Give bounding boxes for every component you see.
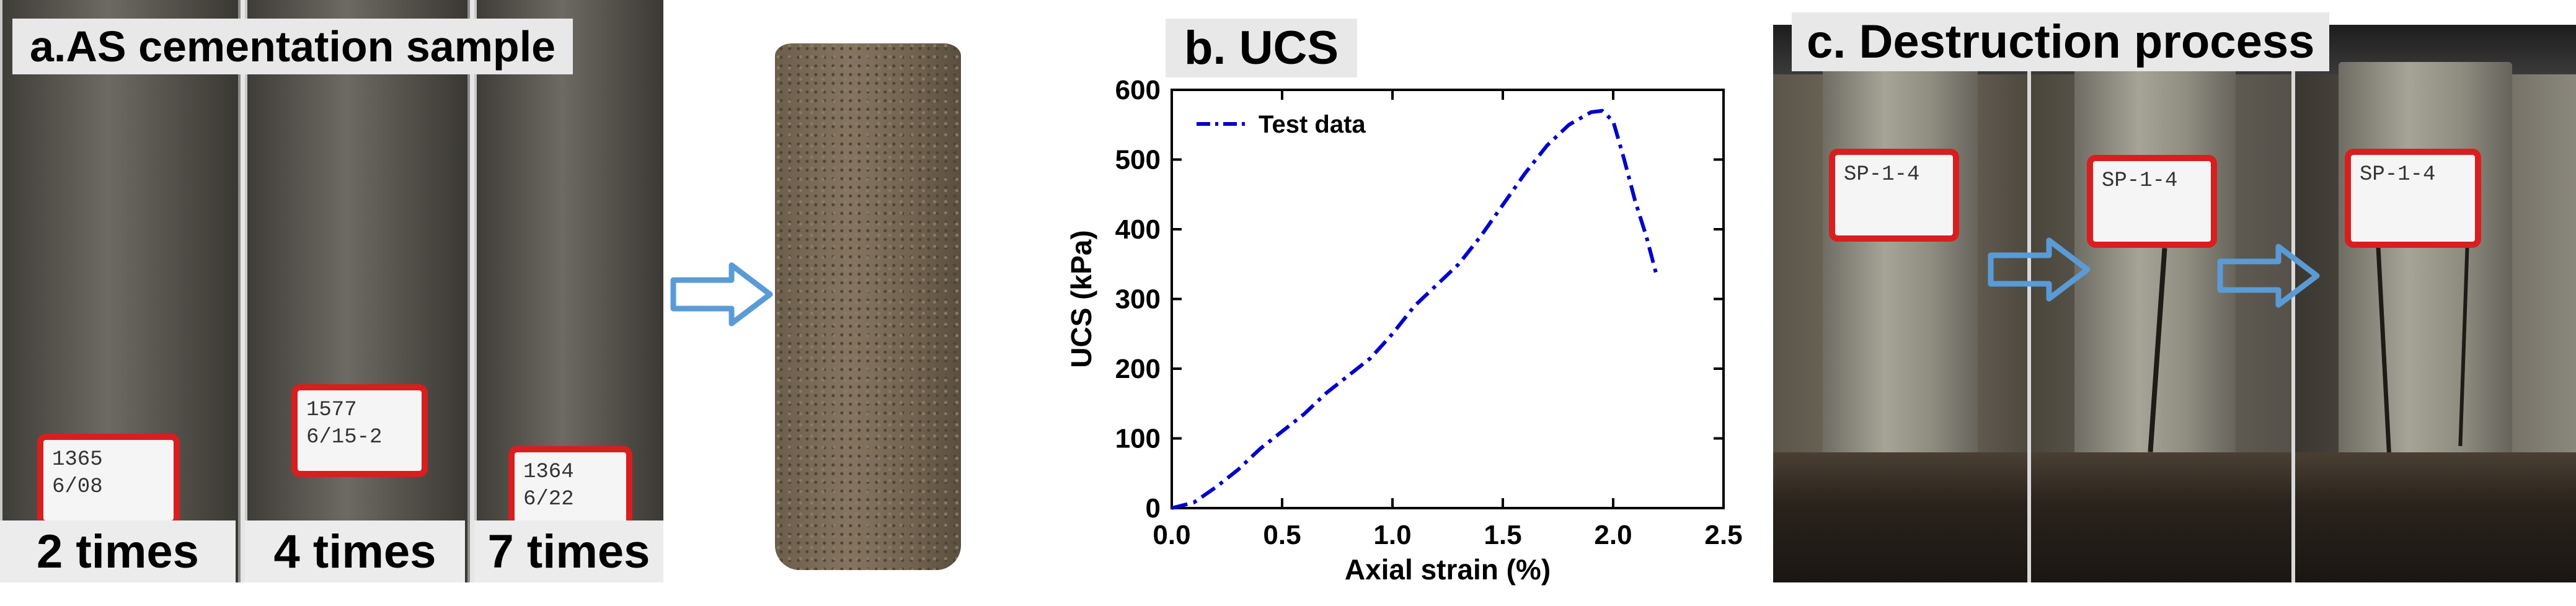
caption-4-times: 4 times [245, 520, 465, 582]
tube-label-text: 6/22 [523, 488, 574, 512]
arrow-right-icon [2217, 244, 2320, 308]
ucs-chart: 0.0 0.5 1.0 1.5 2.0 2.5 0 100 200 300 400 500 600 Axi… [1065, 75, 1743, 586]
y-tick-label: 300 [1115, 284, 1161, 315]
x-tick-label: 2.5 [1704, 520, 1742, 550]
panel-c-title: c. Destruction process [1792, 12, 2330, 71]
tube-label-text: 1577 [306, 398, 357, 422]
panel-b-title: b. UCS [1166, 19, 1358, 77]
y-tick-label: 100 [1115, 424, 1161, 454]
y-tick-label: 600 [1115, 75, 1161, 105]
series-line-test-data [1171, 108, 1660, 510]
y-tick-label: 200 [1115, 354, 1161, 384]
panel-b: b. UCS 0.0 0.5 1.0 1.5 2.0 2.5 0 100 200 300 400 50… [1042, 0, 1748, 606]
plot-frame [1171, 89, 1725, 509]
sample-tube-4-times [245, 0, 470, 582]
panel-a-title: a.AS cementation sample [12, 19, 573, 74]
y-tick-label: 0 [1146, 493, 1161, 524]
tube-label-4-times: 1577 6/15-2 [291, 384, 428, 477]
tubes-photo: 1365 6/08 1577 6/15-2 1364 6/22 2 times … [0, 0, 663, 582]
y-axis-label: UCS (kPa) [1065, 230, 1097, 367]
arrow-right-icon [670, 262, 773, 327]
y-tick-label: 400 [1115, 214, 1161, 245]
legend-entry: Test data [1259, 111, 1366, 138]
specimen-label: SP-1-4 [2087, 155, 2217, 248]
arrow-right-icon [1988, 237, 2091, 302]
tube-label-text: 1364 [523, 460, 574, 484]
extracted-core-sample [775, 43, 961, 570]
caption-2-times: 2 times [0, 520, 236, 582]
tube-label-text: 6/08 [52, 475, 103, 499]
specimen-label-text: SP-1-4 [2102, 169, 2178, 193]
tube-label-2-times: 1365 6/08 [37, 434, 180, 527]
x-tick-label: 0.5 [1263, 520, 1301, 550]
specimen-label-text: SP-1-4 [1844, 163, 1920, 187]
tube-label-text: 1365 [52, 448, 103, 472]
destruction-photo: SP-1-4 SP-1-4 SP-1-4 [1773, 25, 2576, 582]
x-axis-label: Axial strain (%) [1345, 553, 1551, 586]
specimen-label: SP-1-4 [2345, 149, 2481, 248]
x-tick-label: 0.0 [1153, 520, 1190, 550]
x-tick-label: 1.0 [1373, 520, 1411, 550]
destruction-frame-2: SP-1-4 [2031, 25, 2291, 582]
specimen-label-text: SP-1-4 [2360, 163, 2436, 187]
panel-c: SP-1-4 SP-1-4 SP-1-4 [1773, 0, 2576, 606]
destruction-frame-1: SP-1-4 [1773, 25, 2027, 582]
caption-7-times: 7 times [474, 520, 663, 582]
panel-a: 1365 6/08 1577 6/15-2 1364 6/22 2 times … [0, 0, 663, 606]
x-tick-label: 1.5 [1484, 520, 1521, 550]
y-tick-label: 500 [1115, 145, 1161, 175]
destruction-frame-3: SP-1-4 [2295, 25, 2576, 582]
tube-label-text: 6/15-2 [306, 426, 383, 450]
specimen-label: SP-1-4 [1829, 149, 1959, 242]
x-tick-label: 2.0 [1594, 520, 1632, 550]
